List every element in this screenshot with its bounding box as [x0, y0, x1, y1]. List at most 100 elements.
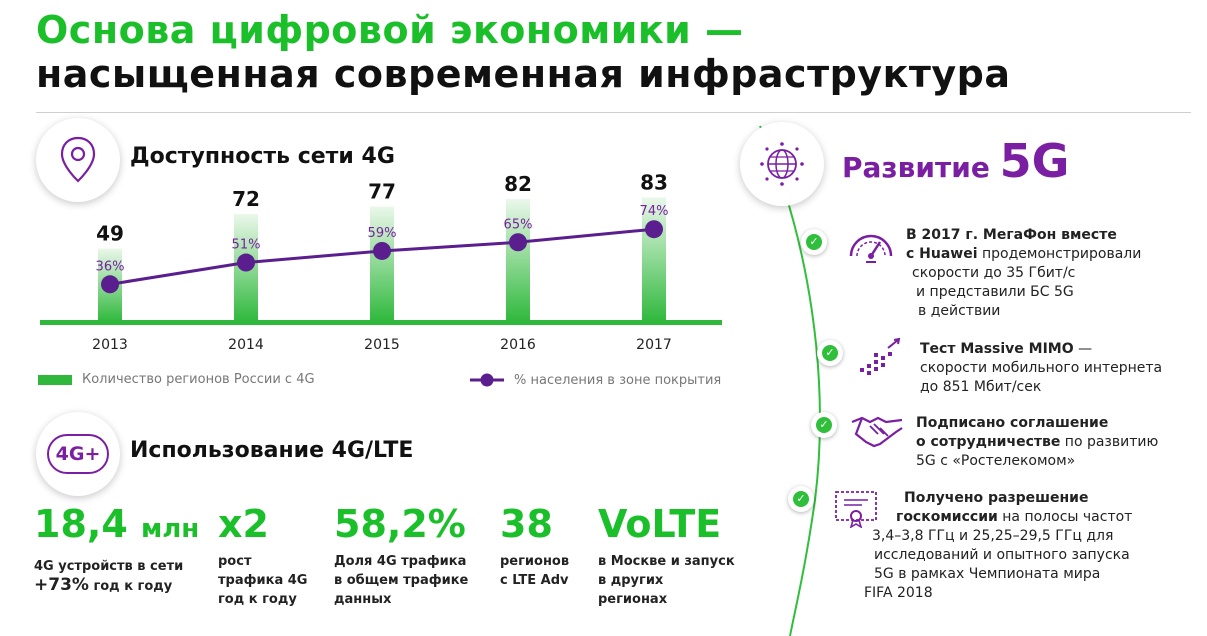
stat-lte-adv-label2: с LTE Adv	[500, 573, 569, 588]
5g-item-2-line1-bold: Тест Massive MIMO	[920, 341, 1074, 357]
page-title-line2: насыщенная современная инфраструктура	[36, 52, 1011, 96]
5g-item-1-line5: в действии	[918, 303, 1001, 319]
line-label-2017: 74%	[640, 204, 669, 219]
check-icon: ✓	[811, 412, 837, 438]
stat-traffic-growth-label1: рост	[218, 554, 252, 569]
bar-label-2014: 72	[232, 187, 260, 211]
5g-item-license: Получено разрешение госкомиссии на полос…	[864, 489, 1132, 603]
handshake-icon	[851, 416, 903, 448]
line-label-2015: 59%	[368, 226, 397, 241]
5g-item-1-line1: В 2017 г. МегаФон вместе	[906, 227, 1117, 243]
timeline-curve	[759, 125, 821, 636]
bar-2015	[370, 206, 394, 322]
stat-volte: VoLTE в Москве и запуск в других региона…	[598, 504, 735, 609]
5g-item-3-line2-bold: о сотрудничестве	[916, 434, 1061, 450]
stat-lte-adv-label1: регионов	[500, 554, 570, 569]
line-point-2017	[645, 220, 663, 239]
5g-item-mimo: Тест Massive MIMO — скорости мобильного …	[920, 340, 1162, 397]
stat-lte-adv-value: 38	[500, 502, 553, 546]
stat-devices-value: 18,4	[34, 502, 128, 546]
stat-traffic-growth-value: x2	[218, 502, 269, 546]
5g-item-4-line1: Получено разрешение	[904, 490, 1089, 506]
stat-traffic-share-label2: в общем трафике	[334, 573, 469, 588]
5g-item-4-line6: FIFA 2018	[864, 585, 933, 601]
bar-2017	[642, 197, 666, 322]
5g-item-1-line2-bold: с Huawei	[906, 246, 978, 262]
stat-traffic-share-label3: данных	[334, 592, 392, 607]
speedometer-icon	[849, 234, 893, 263]
mimo-antenna-icon	[860, 338, 901, 375]
4g-plus-icon-label: 4G+	[47, 434, 109, 474]
chart-baseline	[40, 320, 722, 325]
stat-traffic-growth-label2: трафика 4G	[218, 573, 308, 588]
legend-swatch-line	[470, 373, 504, 387]
5g-item-4-line5: 5G в рамках Чемпионата мира	[874, 566, 1101, 582]
x-tick-2014: 2014	[228, 337, 264, 353]
5g-item-1-line3: скорости до 35 Гбит/с	[912, 265, 1076, 281]
stat-lte-adv-regions: 38 регионов с LTE Adv	[500, 504, 569, 590]
legend-label-bars: Количество регионов России с 4G	[82, 372, 315, 387]
section-title-5g: Развитие 5G	[842, 134, 1069, 188]
section-title-lte-usage: Использование 4G/LTE	[130, 438, 414, 463]
5g-item-2-line1: —	[1073, 341, 1093, 357]
5g-item-1-line4: и представили БС 5G	[916, 284, 1074, 300]
bar-label-2013: 49	[96, 222, 124, 246]
header-divider	[36, 112, 1191, 113]
line-label-2016: 65%	[504, 217, 533, 232]
5g-item-3-line1: Подписано соглашение	[916, 415, 1109, 431]
line-label-2013: 36%	[96, 259, 125, 274]
stat-volte-value: VoLTE	[598, 502, 722, 546]
4g-plus-icon: 4G+	[36, 412, 120, 496]
section-title-4g-availability: Доступность сети 4G	[130, 144, 395, 169]
stat-volte-label1: в Москве и запуск	[598, 554, 735, 569]
check-icon: ✓	[817, 340, 843, 366]
5g-item-4-line2-bold: госкомиссии	[896, 509, 998, 525]
stat-traffic-share: 58,2% Доля 4G трафика в общем трафике да…	[334, 504, 468, 609]
line-point-2013	[101, 275, 119, 294]
5g-item-3-line2: по развитию	[1060, 434, 1159, 450]
5g-item-2-line2: скорости мобильного интернета	[920, 360, 1163, 376]
5g-item-2-line3: до 851 Мбит/сек	[920, 379, 1042, 395]
x-tick-2015: 2015	[364, 337, 400, 353]
check-icon: ✓	[788, 486, 814, 512]
stat-traffic-growth-label3: год к году	[218, 592, 297, 607]
line-label-2014: 51%	[232, 238, 261, 253]
x-tick-2016: 2016	[500, 337, 536, 353]
stat-devices-growth-tail: год к году	[88, 579, 173, 594]
bar-label-2016: 82	[504, 172, 532, 196]
stat-traffic-growth: x2 рост трафика 4G год к году	[218, 504, 307, 609]
x-tick-2013: 2013	[92, 337, 128, 353]
stat-traffic-share-value: 58,2%	[334, 502, 466, 546]
5g-item-rostelecom: Подписано соглашение о сотрудничестве по…	[916, 414, 1158, 471]
stat-devices-growth: +73%	[34, 575, 89, 595]
5g-item-4-line2: на полосы частот	[997, 509, 1133, 525]
line-point-2016	[509, 233, 527, 252]
legend-label-line: % населения в зоне покрытия	[514, 372, 722, 388]
line-point-2015	[373, 241, 391, 260]
stat-devices-label: 4G устройств в сети	[34, 559, 184, 574]
bar-label-2017: 83	[640, 172, 668, 195]
bar-2016	[506, 199, 530, 322]
location-pin-icon	[36, 118, 120, 202]
legend-item-bars: Количество регионов России с 4G	[38, 372, 315, 387]
line-point-2014	[237, 253, 255, 272]
legend-item-line: % населения в зоне покрытия	[470, 372, 721, 388]
bar-label-2015: 77	[368, 180, 396, 204]
stat-volte-label3: регионах	[598, 592, 668, 607]
page-title-line1: Основа цифровой экономики —	[36, 8, 744, 52]
globe-network-icon	[740, 122, 824, 206]
stat-devices-unit: млн	[141, 514, 200, 544]
certificate-icon	[835, 491, 877, 528]
chart-4g-availability: 49 72 77 82 83 2013 2014 2015 2016 2017 36% 51% 59% 6…	[40, 172, 722, 353]
section-title-5g-prefix: Развитие	[842, 151, 1000, 184]
5g-item-4-line4: исследований и опытного запуска	[874, 547, 1130, 563]
x-tick-2017: 2017	[636, 337, 672, 353]
stat-devices: 18,4 млн 4G устройств в сети +73% год к …	[34, 504, 199, 596]
5g-item-huawei: В 2017 г. МегаФон вместе с Huawei продем…	[906, 226, 1141, 321]
5g-item-1-line2: продемонстрировали	[977, 246, 1142, 262]
5g-item-4-line3: 3,4–3,8 ГГц и 25,25–29,5 ГГц для	[872, 528, 1114, 544]
check-icon: ✓	[801, 229, 827, 255]
5g-item-3-line3: 5G с «Ростелекомом»	[916, 453, 1076, 469]
stat-traffic-share-label1: Доля 4G трафика	[334, 554, 467, 569]
legend-swatch-bars	[38, 374, 72, 385]
